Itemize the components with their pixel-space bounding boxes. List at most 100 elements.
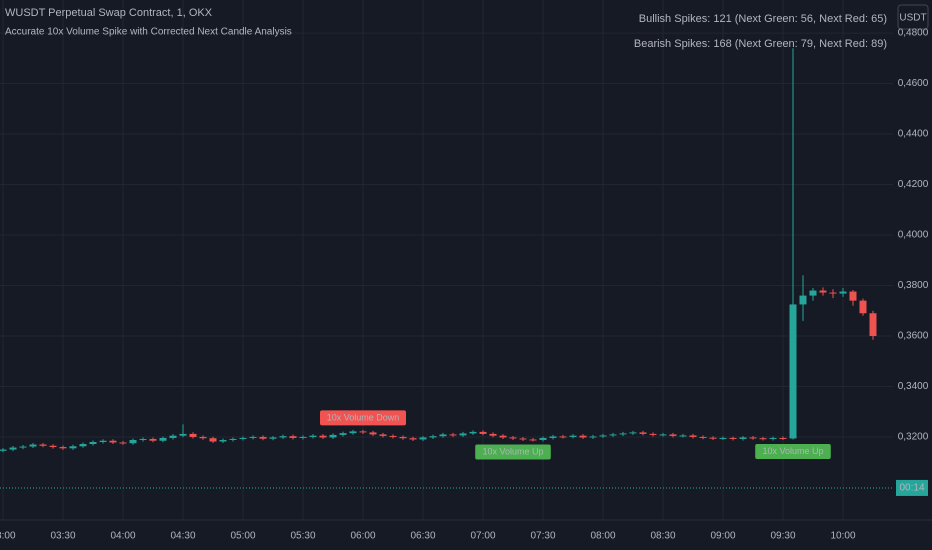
currency-button[interactable] [897, 4, 929, 30]
candle-body [669, 434, 677, 436]
y-tick-label: 0,4200 [898, 179, 929, 190]
stat-line: Bearish Spikes: 168 (Next Green: 79, Nex… [634, 38, 887, 50]
candle-body [639, 432, 647, 434]
candle-body [99, 440, 107, 442]
candle-body [339, 433, 347, 435]
candle-body [389, 435, 397, 437]
y-tick-label: 0,3600 [898, 331, 929, 342]
candle-body [329, 434, 337, 438]
annotation-text: 10x Volume Up [762, 446, 823, 456]
annotation-box [320, 410, 406, 426]
candle-body [129, 439, 137, 444]
candle-body [489, 433, 497, 436]
x-tick-label: 04:00 [110, 531, 135, 542]
candle-body [499, 435, 507, 438]
candle-body [139, 438, 147, 440]
candle-body [749, 437, 757, 439]
x-tick-label: 08:30 [650, 531, 675, 542]
y-tick-label: 0,4600 [898, 78, 929, 89]
candle-body [429, 436, 437, 438]
candle-body [369, 432, 377, 435]
x-tick-label: 04:30 [170, 531, 195, 542]
candle-body [169, 435, 177, 438]
candle-body [769, 437, 777, 439]
candle-body [279, 436, 287, 438]
y-tick-label: 0,3800 [898, 280, 929, 291]
currency-label: USDT [899, 13, 926, 24]
y-tick-label: 0,4400 [898, 129, 929, 140]
candle-body [309, 435, 317, 437]
candle-body [659, 434, 667, 436]
candle-body [709, 437, 717, 439]
candle-body [649, 433, 657, 435]
candle-body [0, 449, 7, 451]
x-tick-label: 10:00 [830, 531, 855, 542]
candle-body [9, 447, 17, 450]
candle-body [289, 436, 297, 438]
x-tick-label: 06:00 [350, 531, 375, 542]
candle-body [809, 290, 817, 296]
candle-body [439, 434, 447, 437]
candle-body [39, 444, 47, 446]
candle-body [469, 431, 477, 434]
candle-body [529, 439, 537, 441]
candle-body [399, 436, 407, 439]
candle-body [19, 446, 27, 448]
candle-body [869, 313, 877, 336]
candle-body [149, 438, 157, 441]
candle-body [569, 435, 577, 437]
x-tick-label: 08:00 [590, 531, 615, 542]
candle-body [239, 437, 247, 439]
candle-body [229, 438, 237, 440]
stat-line: Bullish Spikes: 121 (Next Green: 56, Nex… [639, 13, 887, 25]
candle-body [249, 436, 257, 438]
candle-body [79, 444, 87, 447]
candle-body [799, 295, 807, 305]
x-tick-label: 03:30 [50, 531, 75, 542]
x-tick-label: 07:30 [530, 531, 555, 542]
y-tick-label: 0,4800 [898, 28, 929, 39]
x-tick-label: 07:00 [470, 531, 495, 542]
countdown-box [896, 479, 928, 496]
candle-body [189, 433, 197, 437]
candle-body [819, 290, 827, 293]
annotation-box [755, 443, 831, 459]
candle-body [59, 447, 67, 449]
candle-body [409, 438, 417, 440]
annotation-text: 10x Volume Up [482, 446, 543, 456]
grid [0, 0, 893, 520]
x-tick-label: 06:30 [410, 531, 435, 542]
y-tick-label: 0,3200 [898, 432, 929, 443]
candle-body [539, 437, 547, 440]
candle-body [359, 431, 367, 433]
x-tick-label: 05:00 [230, 531, 255, 542]
x-tick-label: 09:00 [710, 531, 735, 542]
candle-body [859, 300, 867, 314]
candle-body [319, 435, 327, 438]
plot: 10x Volume Down 10x Volume Up 10x Volume U… [0, 48, 893, 489]
candle-body [739, 437, 747, 439]
x-tick-label: 05:30 [290, 531, 315, 542]
x-tick-label: 09:30 [770, 531, 795, 542]
candle-body [159, 437, 167, 441]
candle-body [609, 434, 617, 436]
candle-body [179, 433, 187, 436]
candle-body [509, 437, 517, 439]
candle-body [839, 291, 847, 294]
countdown: 00:14 [899, 483, 924, 494]
candle-body [89, 442, 97, 445]
candle-body [629, 432, 637, 434]
candle-body [219, 439, 227, 442]
candle-body [419, 437, 427, 440]
candle-body [29, 444, 37, 447]
candle-body [759, 438, 767, 440]
candle-body [719, 437, 727, 439]
candle-body [619, 433, 627, 435]
candle-body [379, 434, 387, 436]
candle-body [789, 304, 797, 439]
candle-body [209, 438, 217, 442]
candle-body [349, 431, 357, 434]
